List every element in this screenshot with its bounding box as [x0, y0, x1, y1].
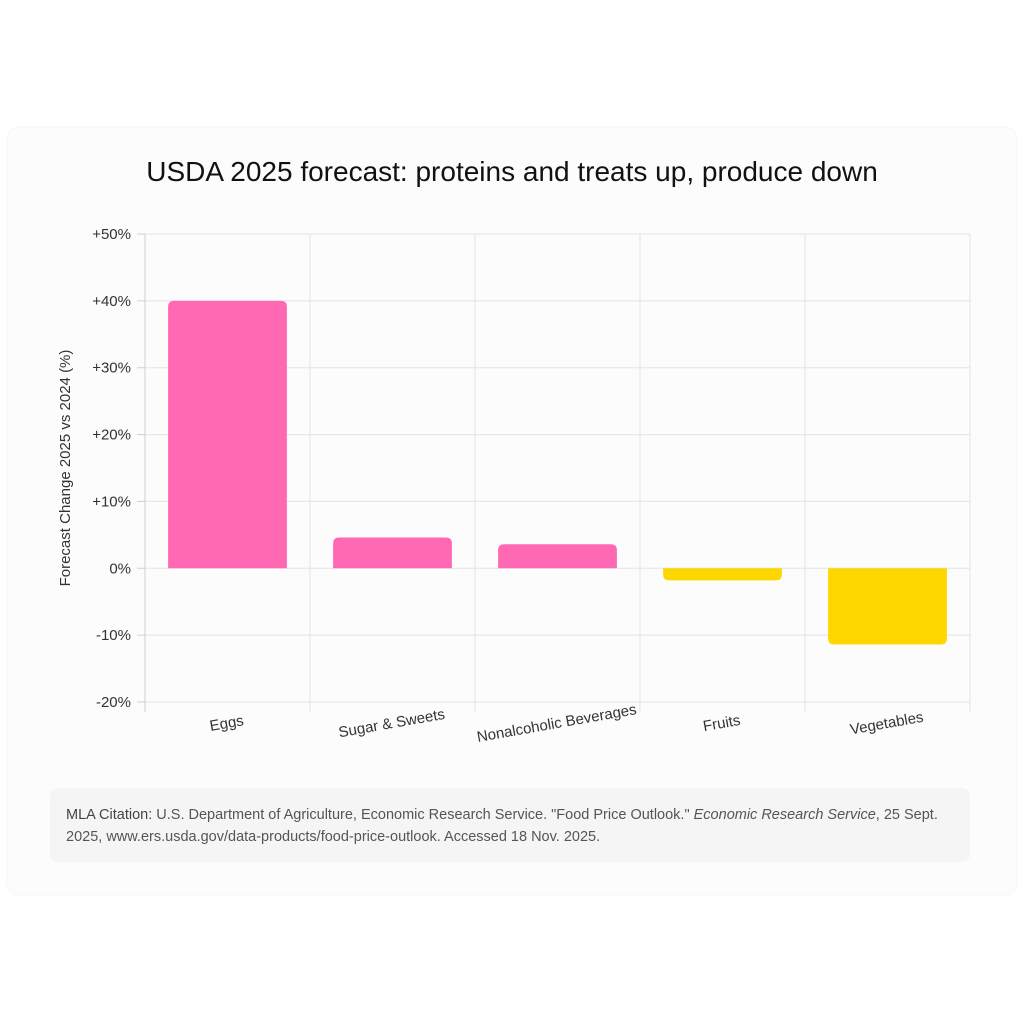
bar-chart: +50% +40% +30% +20% +10% 0% -10% -20% Eggs Sugar …: [57, 226, 971, 746]
y-tick-label: -10%: [96, 627, 131, 644]
bar-sugar-sweets: [333, 537, 452, 569]
citation-label: MLA Citation:: [66, 807, 153, 823]
bar-eggs: [168, 300, 287, 569]
y-axis-title: Forecast Change 2025 vs 2024 (%): [57, 350, 74, 587]
y-tick-label: +50%: [92, 226, 131, 243]
x-tick-label: Nonalcoholic Beverages: [476, 701, 638, 746]
citation-source: Economic Research Service: [693, 807, 876, 823]
x-tick-label: Eggs: [208, 712, 245, 735]
x-tick-label: Fruits: [702, 712, 742, 735]
citation-text-1: U.S. Department of Agriculture, Economic…: [152, 807, 694, 823]
y-tick-label: -20%: [96, 694, 131, 711]
citation-box: MLA Citation: U.S. Department of Agricul…: [50, 788, 970, 862]
bars: [168, 300, 947, 645]
y-tick-label: +20%: [92, 427, 131, 444]
bar-nonalcoholic-beverages: [498, 544, 617, 569]
x-tick-label: Vegetables: [849, 709, 925, 739]
y-tick-label: +30%: [92, 360, 131, 377]
y-tick-label: +10%: [92, 493, 131, 510]
chart-title: USDA 2025 forecast: proteins and treats …: [146, 156, 878, 187]
citation-text-2: , 25 Sept. 2025, www.ers.usda.gov/data-p…: [66, 807, 938, 845]
y-tick-label: +40%: [92, 293, 131, 310]
y-tick-label: 0%: [109, 560, 131, 577]
bar-vegetables: [828, 568, 947, 645]
chart-card: USDA 2025 forecast: proteins and treats …: [8, 128, 1016, 894]
x-tick-label: Sugar & Sweets: [337, 706, 446, 741]
bar-fruits: [663, 568, 782, 581]
